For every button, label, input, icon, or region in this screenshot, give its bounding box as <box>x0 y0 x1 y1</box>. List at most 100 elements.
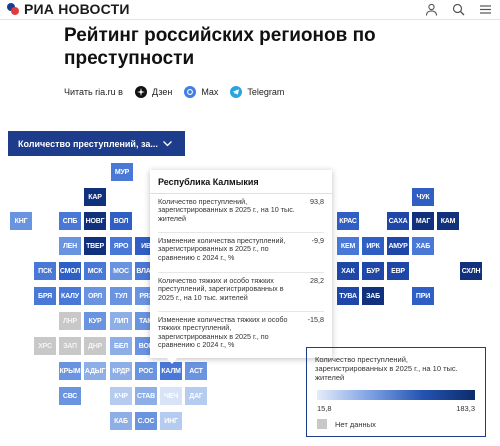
region-tile[interactable]: АДЫГ <box>84 362 106 380</box>
legend-min-value: 15,8 <box>317 404 332 413</box>
tooltip-row-label: Количество преступлений, зарегистрирован… <box>158 197 295 223</box>
region-tile[interactable]: СХЛН <box>460 262 482 280</box>
legend-no-data: Нет данных <box>317 419 376 429</box>
legend-title: Количество преступлений, зарегистрирован… <box>315 355 458 382</box>
region-tile[interactable]: РОС <box>135 362 157 380</box>
telegram-icon <box>230 86 243 98</box>
user-icon[interactable] <box>425 3 438 16</box>
region-tooltip: Республика Калмыкия Количество преступле… <box>150 170 332 358</box>
region-tile[interactable]: ТУЛ <box>110 287 132 305</box>
tooltip-row: Изменение количества преступлений, зарег… <box>158 236 324 262</box>
region-tile[interactable]: ТУВА <box>337 287 359 305</box>
metric-selector-dropdown[interactable]: Количество преступлений, за... <box>8 131 185 156</box>
tooltip-row: Количество преступлений, зарегистрирован… <box>158 197 324 223</box>
region-tile[interactable]: МАГ <box>412 212 434 230</box>
channel-dzen-label: Дзен <box>151 87 173 97</box>
tooltip-row-value: 28,2 <box>310 276 324 285</box>
metric-selector-label: Количество преступлений, за... <box>18 138 158 149</box>
channel-max-label: Max <box>201 87 219 97</box>
region-tile[interactable]: АМУР <box>387 237 409 255</box>
region-tile[interactable]: ИРК <box>362 237 384 255</box>
region-tile[interactable]: СПБ <box>59 212 81 230</box>
max-icon <box>184 86 197 98</box>
region-tile[interactable]: ПСК <box>34 262 56 280</box>
region-tile[interactable]: БРЯ <box>34 287 56 305</box>
region-tile[interactable]: БУР <box>362 262 384 280</box>
region-tile[interactable]: КАЛУ <box>59 287 81 305</box>
read-on-label: Читать ria.ru в <box>64 87 123 97</box>
region-tile[interactable]: ЛИП <box>110 312 132 330</box>
region-tile[interactable]: ДАГ <box>185 387 207 405</box>
tooltip-divider <box>158 232 324 233</box>
region-tile[interactable]: КАМ <box>437 212 459 230</box>
region-tile[interactable]: КАР <box>84 188 106 206</box>
region-tile[interactable]: ХРС <box>34 337 56 355</box>
region-tile[interactable]: ЗАП <box>59 337 81 355</box>
read-on-row: Читать ria.ru в Дзен Max Telegram <box>64 86 296 98</box>
region-tile[interactable]: МСК <box>84 262 106 280</box>
tooltip-row-label: Изменение количества преступлений, зарег… <box>158 236 286 262</box>
channel-max-link[interactable]: Max <box>184 86 218 98</box>
search-icon[interactable] <box>452 3 465 16</box>
tooltip-region-name: Республика Калмыкия <box>150 170 332 194</box>
tooltip-row: Изменение количества тяжких и особо тяжк… <box>158 315 324 350</box>
region-tile[interactable]: КРДР <box>110 362 132 380</box>
region-tile[interactable]: ЗАБ <box>362 287 384 305</box>
region-tile[interactable]: БЕЛ <box>110 337 132 355</box>
region-tile[interactable]: ИНГ <box>160 412 182 430</box>
region-tile[interactable]: С.ОС <box>135 412 157 430</box>
map-legend: Количество преступлений, зарегистрирован… <box>306 347 486 437</box>
region-tile[interactable]: ЕВР <box>387 262 409 280</box>
region-tile[interactable]: КЕМ <box>337 237 359 255</box>
channel-telegram-link[interactable]: Telegram <box>230 86 284 98</box>
region-tile[interactable]: КРЫМ <box>59 362 81 380</box>
region-tile[interactable]: КЧР <box>110 387 132 405</box>
legend-gradient-bar <box>317 390 475 400</box>
region-tile[interactable]: АСТ <box>185 362 207 380</box>
region-tile[interactable]: КАБ <box>110 412 132 430</box>
tooltip-row-label: Количество тяжких и особо тяжких преступ… <box>158 276 284 302</box>
channel-dzen-link[interactable]: Дзен <box>134 86 173 98</box>
ria-logo[interactable]: РИА НОВОСТИ <box>6 1 130 17</box>
region-tile[interactable]: СВС <box>59 387 81 405</box>
tooltip-row-value: -9,9 <box>311 236 324 245</box>
region-tile[interactable]: ХАБ <box>412 237 434 255</box>
tooltip-row-value: 93,8 <box>310 197 324 206</box>
region-tile[interactable]: СТАВ <box>135 387 157 405</box>
ria-logo-icon <box>6 2 20 16</box>
region-tile[interactable]: ОРЛ <box>84 287 106 305</box>
region-tile[interactable]: КНГ <box>10 212 32 230</box>
region-tile[interactable]: ХАК <box>337 262 359 280</box>
region-tile[interactable]: КРАС <box>337 212 359 230</box>
channel-telegram-label: Telegram <box>247 87 285 97</box>
tooltip-divider <box>158 311 324 312</box>
region-tile[interactable]: ВОЛ <box>110 212 132 230</box>
region-tile[interactable]: ЧЕЧ <box>160 387 182 405</box>
tooltip-row-label: Изменение количества тяжких и особо тяжк… <box>158 315 288 350</box>
menu-icon[interactable] <box>479 3 492 16</box>
legend-max-value: 183,3 <box>456 404 475 413</box>
tooltip-row: Количество тяжких и особо тяжких преступ… <box>158 276 324 302</box>
region-tile[interactable]: МОС <box>110 262 132 280</box>
region-tile[interactable]: СМОЛ <box>59 262 81 280</box>
region-tile[interactable]: КАЛМ <box>159 361 183 381</box>
logo-text: РИА НОВОСТИ <box>24 1 130 17</box>
region-tile[interactable]: ПРИ <box>412 287 434 305</box>
region-tile[interactable]: МУР <box>111 163 133 181</box>
tooltip-divider <box>158 272 324 273</box>
region-tile[interactable]: ЯРО <box>110 237 132 255</box>
region-tile[interactable]: ДНР <box>84 337 106 355</box>
region-tile[interactable]: ТВЕР <box>84 237 106 255</box>
chevron-down-icon <box>162 138 173 151</box>
region-tile[interactable]: НОВГ <box>84 212 106 230</box>
region-tile[interactable]: САХА <box>387 212 409 230</box>
header-actions <box>425 3 492 16</box>
tooltip-pointer <box>165 356 179 364</box>
region-tile[interactable]: ЛНР <box>59 312 81 330</box>
region-tile[interactable]: ЛЕН <box>59 237 81 255</box>
dzen-icon <box>134 86 147 98</box>
region-tile[interactable]: ЧУК <box>412 188 434 206</box>
site-header: РИА НОВОСТИ <box>0 0 500 20</box>
no-data-swatch <box>317 419 327 429</box>
region-tile[interactable]: КУР <box>84 312 106 330</box>
